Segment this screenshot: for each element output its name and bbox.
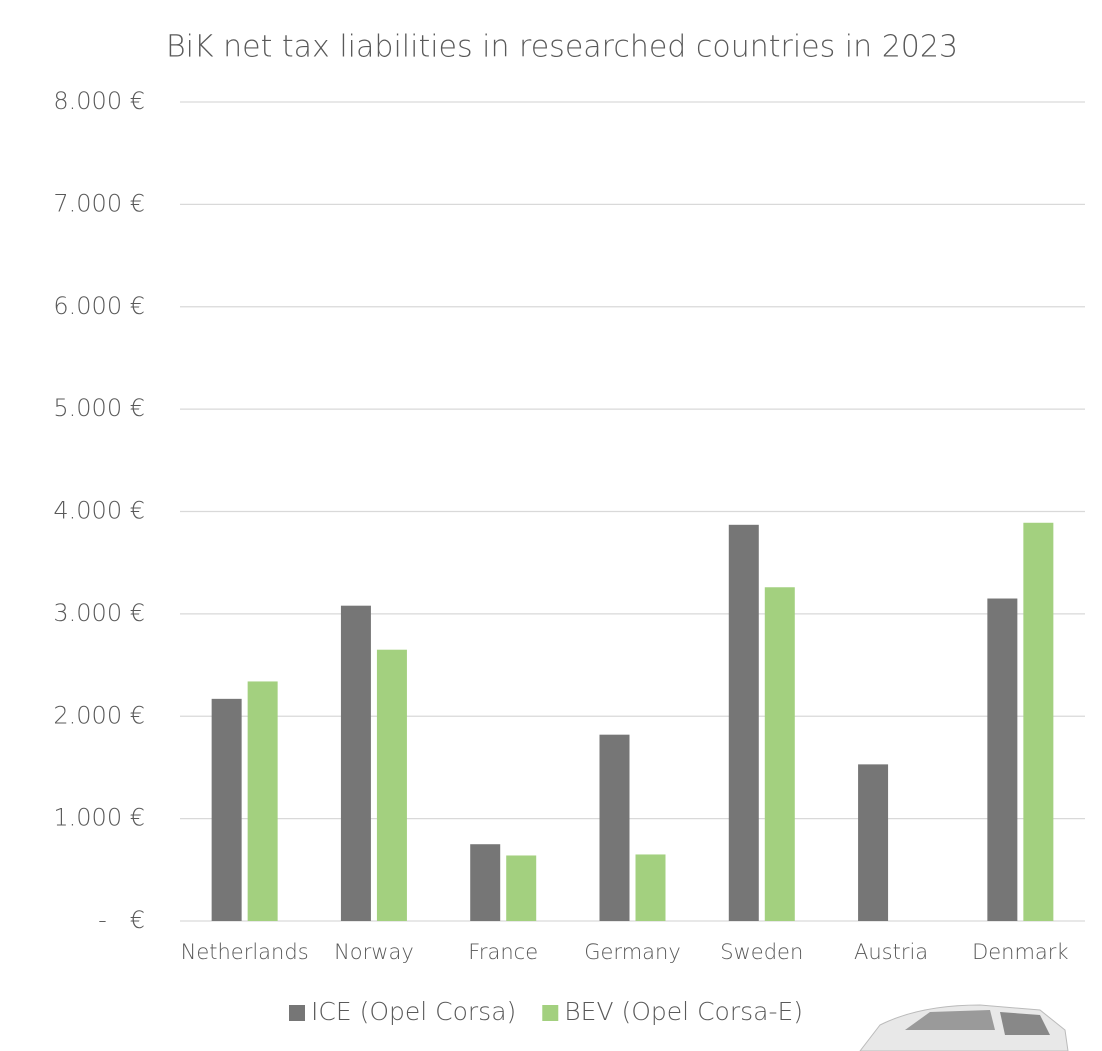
chart: BiK net tax liabilities in researched co… [0,0,1102,1051]
x-tick-label: Sweden [720,940,803,964]
bar [636,854,666,921]
bar [1023,523,1053,921]
background [0,0,1102,1051]
y-tick-label: 6.000 € [53,292,145,320]
x-tick-label: Austria [854,940,928,964]
bar [987,599,1017,921]
bar [212,699,242,921]
bar [765,587,795,921]
x-tick-label: Germany [584,940,681,964]
y-tick-label: 1.000 € [53,804,145,832]
x-tick-label: Denmark [972,940,1069,964]
y-tick-label: 2.000 € [53,701,145,729]
y-tick-label: 8.000 € [53,87,145,115]
y-tick-label: 5.000 € [53,394,145,422]
bar [377,650,407,921]
legend-label: BEV (Opel Corsa-E) [564,997,803,1026]
chart-title: BiK net tax liabilities in researched co… [166,30,958,65]
bar [248,681,278,921]
bar [600,735,630,921]
x-tick-label: Netherlands [181,940,309,964]
legend-swatch [542,1005,558,1021]
y-tick-label: - € [98,906,145,934]
bar [858,764,888,921]
legend-swatch [289,1005,305,1021]
bar [506,855,536,921]
y-tick-label: 3.000 € [53,599,145,627]
x-tick-label: France [468,940,538,964]
bar [470,844,500,921]
bar [729,525,759,921]
bar [341,606,371,921]
x-tick-label: Norway [334,940,414,964]
y-tick-label: 7.000 € [53,189,145,217]
legend-label: ICE (Opel Corsa) [311,997,516,1026]
y-tick-label: 4.000 € [53,497,145,525]
